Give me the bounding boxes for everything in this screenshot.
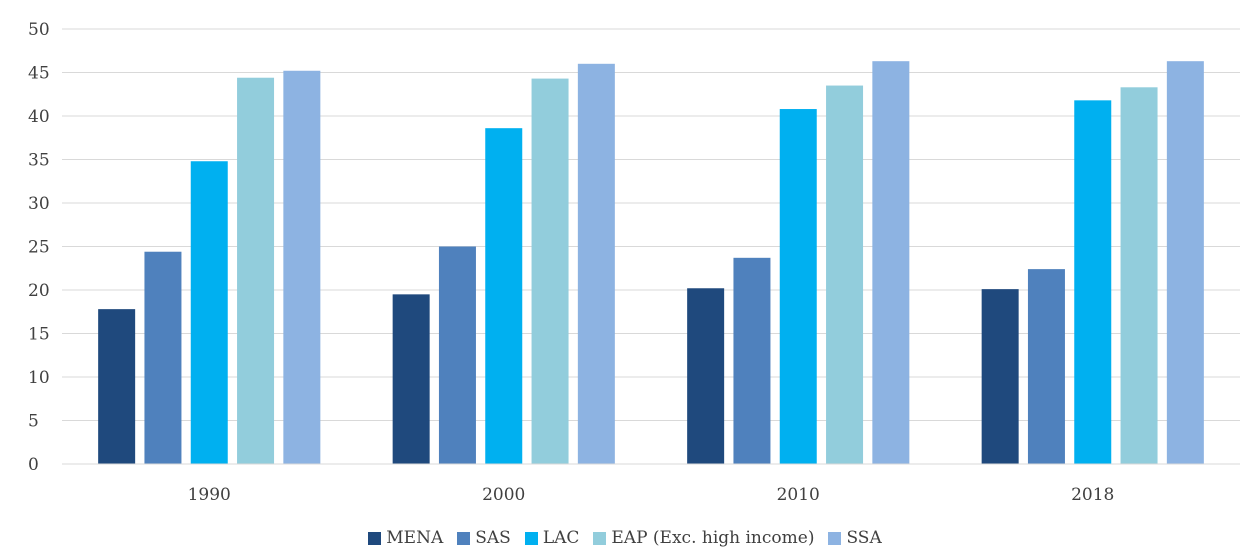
legend-swatch (828, 531, 842, 545)
x-tick-label: 2000 (482, 485, 525, 505)
y-tick-label: 35 (28, 151, 50, 171)
y-axis-ticks: 0 5 10 15 20 25 30 35 40 45 50 (28, 20, 50, 475)
y-tick-label: 25 (28, 238, 50, 258)
legend-label: SSA (846, 528, 882, 548)
bar-lac-2000 (485, 128, 523, 464)
bar-sas-1990 (144, 251, 182, 464)
y-tick-label: 10 (28, 368, 50, 388)
bar-chart: 0 5 10 15 20 25 30 35 40 45 50 1990 2000 2010 2018 (28, 20, 1240, 505)
bar-ssa-1990 (283, 70, 321, 464)
bar-sas-2010 (733, 257, 771, 464)
legend: MENA SAS LAC EAP (Exc. high income) SSA (0, 528, 1250, 548)
legend-swatch (457, 531, 471, 545)
legend-swatch (524, 531, 538, 545)
legend-label: EAP (Exc. high income) (611, 528, 815, 548)
bar-lac-2018 (1074, 100, 1112, 464)
legend-label: SAS (475, 528, 511, 548)
bar-eap-exc-high-income-2000 (531, 78, 569, 464)
bar-sas-2000 (438, 246, 476, 464)
x-tick-label: 2018 (1071, 485, 1114, 505)
legend-label: LAC (542, 528, 580, 548)
y-tick-label: 45 (28, 64, 50, 84)
y-tick-label: 40 (28, 107, 50, 127)
x-tick-label: 2010 (777, 485, 820, 505)
x-tick-label: 1990 (188, 485, 231, 505)
x-axis-ticks: 1990 2000 2010 2018 (188, 485, 1115, 505)
bar-ssa-2010 (872, 61, 910, 464)
legend-item: MENA (368, 528, 443, 548)
bar-eap-exc-high-income-1990 (237, 77, 275, 464)
legend-swatch (593, 531, 607, 545)
bar-ssa-2000 (577, 63, 615, 465)
y-tick-label: 5 (28, 412, 39, 432)
bar-eap-exc-high-income-2018 (1120, 87, 1158, 464)
bar-lac-2010 (779, 109, 817, 464)
bar-mena-2000 (392, 294, 430, 464)
bar-sas-2018 (1027, 269, 1065, 464)
legend-label: MENA (386, 528, 444, 548)
legend-item: SAS (457, 528, 511, 548)
y-tick-label: 0 (28, 455, 39, 475)
bar-mena-2018 (981, 289, 1019, 464)
y-tick-label: 50 (28, 20, 50, 40)
legend-swatch (368, 531, 382, 545)
bar-mena-2010 (687, 288, 725, 464)
legend-item: SSA (828, 528, 882, 548)
bar-lac-1990 (190, 161, 228, 465)
y-tick-label: 15 (28, 325, 50, 345)
bar-ssa-2018 (1166, 61, 1204, 464)
legend-item: LAC (524, 528, 580, 548)
legend-item: EAP (Exc. high income) (593, 528, 814, 548)
y-tick-label: 20 (28, 281, 50, 301)
bar-mena-1990 (98, 309, 136, 464)
bars (98, 61, 1204, 465)
bar-eap-exc-high-income-2010 (826, 85, 864, 465)
y-tick-label: 30 (28, 194, 50, 214)
